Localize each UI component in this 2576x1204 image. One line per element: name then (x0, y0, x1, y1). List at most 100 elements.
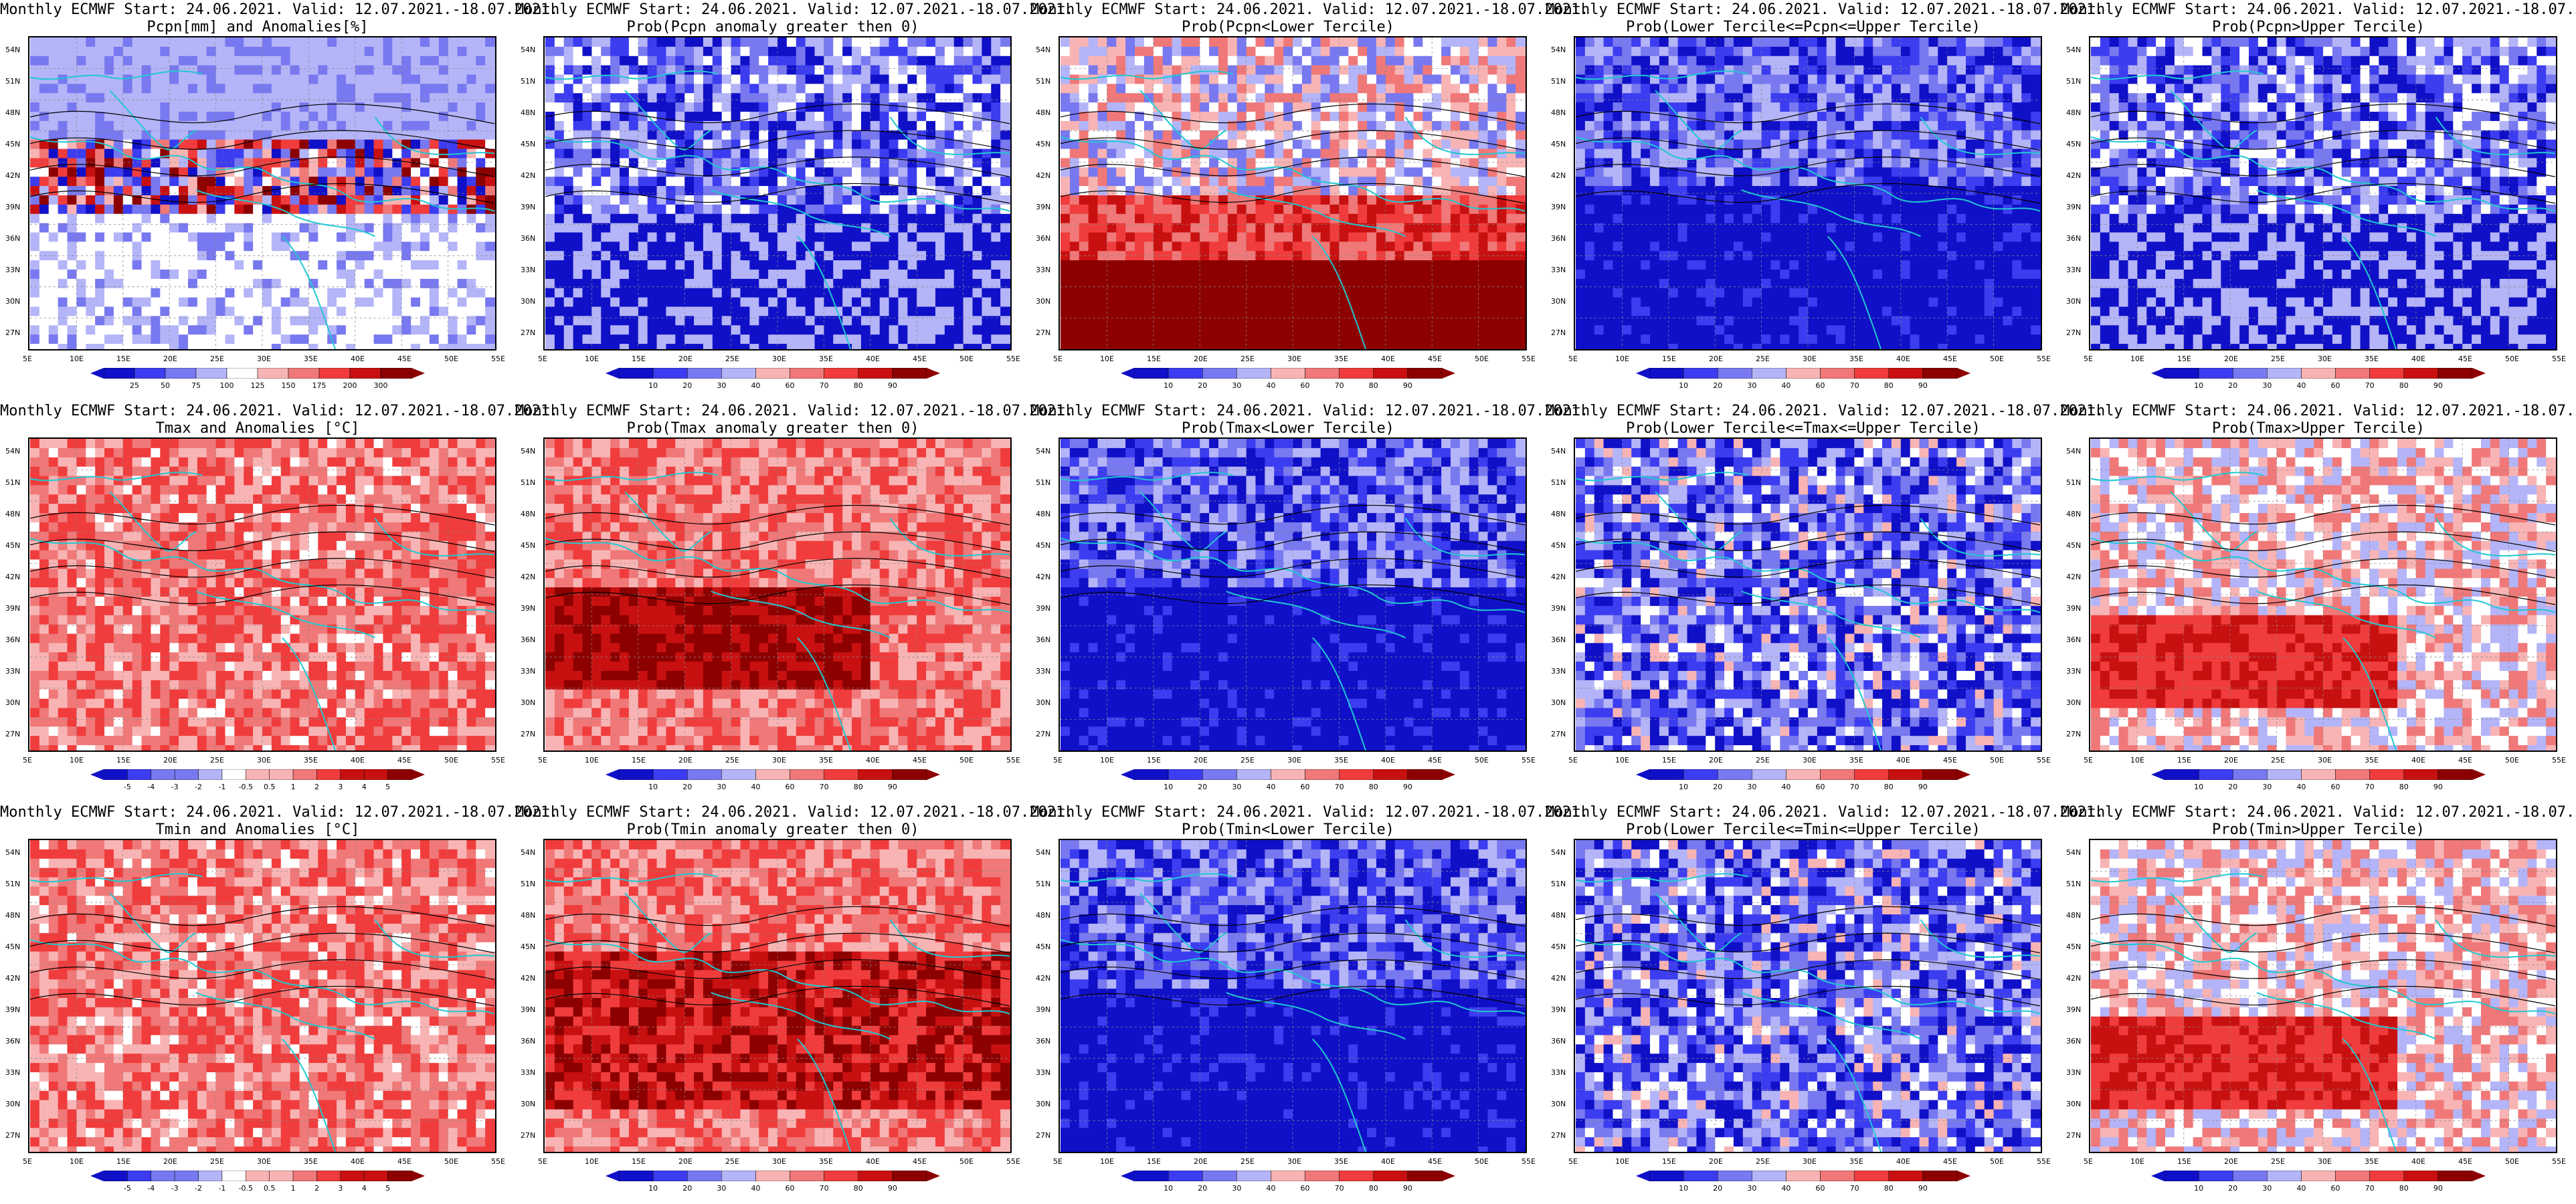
map-cell (1153, 130, 1164, 140)
map-cell (777, 288, 788, 298)
map-cell (429, 251, 440, 262)
map-cell (122, 278, 133, 289)
map-cell (1413, 74, 1424, 85)
map-cell (420, 223, 430, 233)
map-cell (1200, 297, 1210, 308)
map-cell (122, 204, 133, 215)
map-cell (842, 232, 853, 243)
map-cell (1162, 46, 1173, 57)
map-cell (1497, 148, 1507, 159)
map-cell (833, 232, 844, 243)
map-cell (638, 130, 648, 140)
map-cell (1293, 139, 1303, 150)
map-cell (1293, 251, 1303, 262)
map-cell (601, 241, 612, 252)
map-cell (1162, 102, 1173, 113)
map-cell (666, 204, 676, 215)
map-cell (907, 297, 918, 308)
map-cell (1329, 84, 1340, 94)
map-cell (225, 177, 236, 187)
map-cell (197, 297, 207, 308)
map-cell (1376, 241, 1386, 252)
map-cell (675, 213, 686, 224)
map-cell (308, 306, 319, 317)
map-cell (573, 223, 583, 233)
map-cell (1135, 213, 1145, 224)
map-cell (1385, 270, 1396, 280)
map-cell (628, 334, 639, 345)
map-cell (656, 177, 667, 187)
map-cell (1422, 120, 1433, 131)
map-cell (1246, 213, 1257, 224)
map-cell (206, 325, 217, 336)
map-cell (703, 316, 713, 326)
map-cell (1478, 195, 1489, 205)
map-cell (1422, 270, 1433, 280)
map-cell (132, 65, 143, 76)
map-cell (122, 46, 133, 57)
map-cell (355, 344, 365, 349)
map-cell (1394, 148, 1405, 159)
map-cell (768, 204, 778, 215)
map-cell (926, 241, 936, 252)
map-cell (963, 223, 974, 233)
map-cell (401, 223, 412, 233)
map-cell (860, 84, 871, 94)
map-cell (1376, 93, 1386, 104)
map-cell (373, 84, 384, 94)
map-cell (383, 120, 393, 131)
map-cell (355, 316, 365, 326)
map-cell (842, 130, 853, 140)
map-cell (610, 148, 621, 159)
map-cell (1311, 56, 1321, 66)
map-cell (392, 186, 403, 196)
longitude-label: 10E (70, 355, 84, 363)
map-cell (345, 297, 356, 308)
map-cell (429, 288, 440, 298)
map-cell (262, 232, 272, 243)
map-cell (160, 306, 171, 317)
map-cell (796, 167, 806, 178)
map-cell (355, 204, 365, 215)
map-cell (299, 112, 310, 122)
map-cell (253, 74, 263, 85)
map-cell (1143, 167, 1154, 178)
map-cell (694, 102, 704, 113)
map-cell (225, 213, 236, 224)
map-cell (731, 37, 741, 47)
map-cell (991, 177, 1002, 187)
map-cell (1450, 37, 1461, 47)
map-cell (1487, 56, 1498, 66)
map-cell (48, 270, 59, 280)
map-cell (1135, 84, 1145, 94)
map-cell (1422, 232, 1433, 243)
map-cell (1227, 297, 1238, 308)
map-cell (675, 112, 686, 122)
map-cell (554, 316, 565, 326)
map-cell (1162, 270, 1173, 280)
map-cell (1422, 56, 1433, 66)
map-cell (1413, 56, 1424, 66)
map-cell (545, 93, 555, 104)
map-cell (364, 84, 375, 94)
map-cell (963, 84, 974, 94)
map-cell (563, 65, 574, 76)
map-cell (457, 251, 468, 262)
map-cell (1200, 195, 1210, 205)
map-cell (991, 74, 1002, 85)
map-cell (1107, 74, 1117, 85)
map-cell (684, 56, 695, 66)
map-cell (345, 270, 356, 280)
map-cell (1301, 130, 1312, 140)
map-cell (113, 46, 124, 57)
map-cell (206, 241, 217, 252)
map-cell (457, 84, 468, 94)
map-cell (1274, 251, 1285, 262)
map-cell (160, 270, 171, 280)
map-cell (401, 186, 412, 196)
map-cell (1097, 65, 1108, 76)
map-cell (215, 84, 226, 94)
map-cell (740, 186, 751, 196)
map-cell (262, 56, 272, 66)
map-cell (1069, 177, 1080, 187)
